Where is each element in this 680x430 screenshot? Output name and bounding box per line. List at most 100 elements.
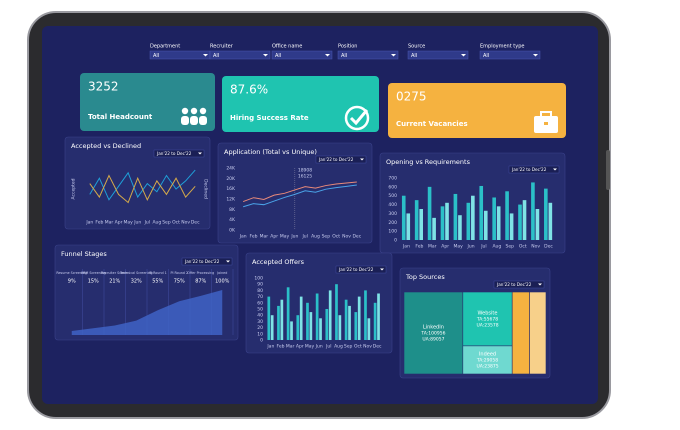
bar [479,185,484,240]
x-tick-label: Apr [270,234,278,240]
line [242,181,357,203]
y-tick-label: 70 [257,294,263,300]
x-tick-label: Apr [296,344,304,350]
kpi-value: 3252 [88,80,119,94]
y-axis-label: Accepted [71,178,77,199]
bar [414,200,419,240]
x-tick-label: Feb [277,344,285,350]
stage-label: Technical Screening [119,271,153,275]
value-label: 55% [152,279,163,285]
filter-dropdown[interactable] [209,50,271,60]
icon [199,107,207,115]
y-tick-label: 20K [226,176,236,182]
y-tick-label: 10 [257,331,263,337]
bar [328,290,332,340]
cell-name: Website [478,310,498,316]
x-tick-label: Mar [286,344,295,350]
dropdown-arrow [263,54,268,57]
value-label: 75% [174,279,185,285]
x-tick-label: Nov [342,234,351,240]
x-tick-label: Sep [344,344,353,350]
period: Jan'22 to Dec'22 [318,157,354,162]
bar [286,287,290,340]
y-tick-label: 90 [257,282,263,288]
filter-dropdown[interactable] [407,50,469,60]
x-tick-label: May [280,234,290,240]
stage-label: PI Round 2 [170,271,188,275]
dropdown-arrow [553,168,557,171]
y-tick-label: 0 [260,338,263,344]
x-tick-label: Jul [144,220,150,226]
filter-label: Office name [272,44,302,50]
x-tick-label: Feb [415,244,423,250]
x-tick-label: Nov [531,244,540,250]
y-tick-label: 0K [229,228,236,234]
value-label: 9% [68,279,76,285]
filter-label: Position [338,44,357,50]
filter-dropdown[interactable] [271,50,333,60]
filter-dropdown[interactable] [337,50,399,60]
line [243,184,357,208]
bar [357,296,361,340]
y-tick-label: 500 [388,193,397,199]
bar [338,315,342,340]
icon [349,109,369,126]
y-tick-label: 30 [257,319,263,325]
x-tick-label: Jun [315,344,323,350]
bar [277,305,280,340]
x-tick-label: Aug [334,344,343,350]
filter-value: All [275,53,281,59]
cell-detail: UA:89057 [422,337,444,343]
icon [544,122,548,125]
bar [401,195,406,240]
x-tick-label: Oct [519,244,527,250]
period-dropdown[interactable] [335,265,387,274]
period-dropdown[interactable] [508,165,560,174]
bar [306,302,309,340]
y-tick-label: 300 [388,211,397,217]
x-tick-label: Oct [354,344,362,350]
treemap-cell [462,291,513,347]
area [71,290,223,335]
icon [199,116,207,125]
chart-title: Funnel Stages [61,250,107,258]
x-tick-label: Feb [250,234,258,240]
treemap-cell [462,345,513,375]
y-tick-label: 16K [226,186,236,192]
y2-axis-label: Declined [203,179,209,199]
bar [535,209,540,240]
x-tick-label: May [453,244,463,250]
filter-label: Source [408,44,425,50]
filter-value: All [411,53,417,59]
dropdown-arrow [391,54,396,57]
bar [522,200,527,240]
bar [548,202,553,240]
period-dropdown[interactable] [153,149,205,158]
y-tick-label: 60 [257,300,263,306]
period-dropdown[interactable] [493,280,545,289]
y-tick-label: 12K [226,197,236,203]
bar [315,293,319,340]
x-tick-label: Jun [290,234,298,240]
period-dropdown[interactable] [181,257,233,266]
bar [270,315,274,340]
x-tick-label: Sep [322,234,331,240]
kpi-label: Current Vacancies [396,120,468,128]
bar [445,202,449,240]
bar [544,188,548,240]
bar [309,312,313,340]
x-tick-label: Aug [311,234,320,240]
x-tick-label: Jun [133,220,141,226]
dropdown-arrow [360,158,364,161]
y-tick-label: 4K [229,217,236,223]
bar [267,296,271,340]
period-dropdown[interactable] [315,155,367,164]
bar [364,290,367,340]
filter-dropdown[interactable] [479,50,541,60]
y-tick-label: 100 [254,276,263,282]
x-tick-label: May [123,220,133,226]
period: Jan'22 to Dec'22 [511,167,547,172]
filter-value: All [213,53,219,59]
cell-value: TA:100956 [420,331,445,337]
